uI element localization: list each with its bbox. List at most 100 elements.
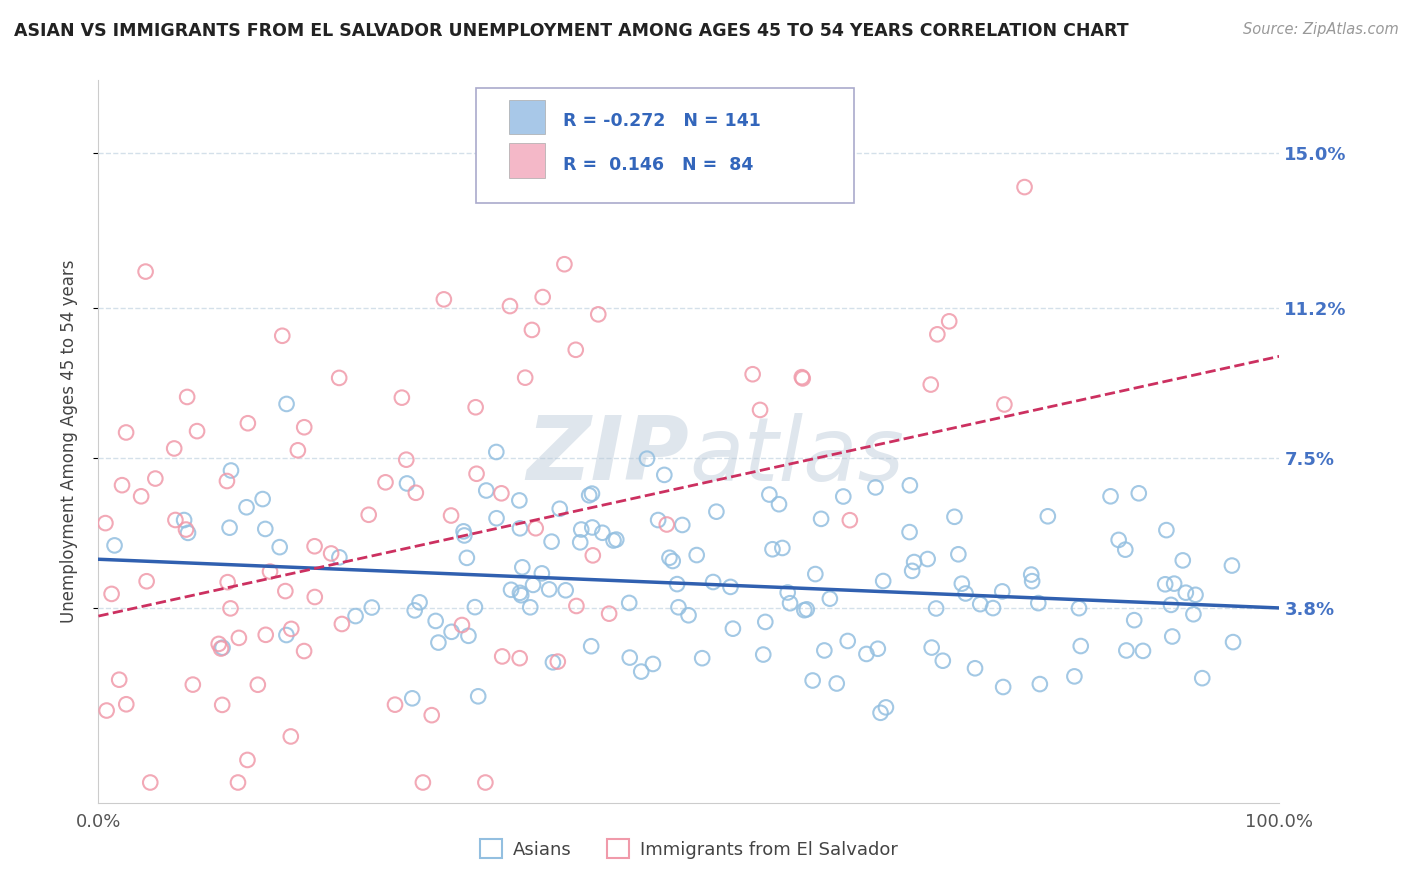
Point — [950, 576, 973, 591]
Point — [165, 513, 187, 527]
Point — [605, 533, 627, 547]
Point — [1067, 601, 1090, 615]
Point — [1036, 509, 1059, 524]
Point — [706, 505, 728, 519]
Point — [292, 420, 315, 434]
Point — [176, 390, 198, 404]
Point — [804, 567, 827, 582]
Point — [391, 391, 413, 405]
Point — [578, 488, 600, 502]
Point — [927, 327, 949, 342]
Point — [1171, 553, 1194, 567]
Point — [453, 528, 475, 542]
Point — [938, 314, 960, 328]
Point — [276, 628, 298, 642]
Point — [818, 591, 841, 606]
Point — [235, 500, 257, 515]
Point — [287, 443, 309, 458]
Point — [855, 647, 877, 661]
Text: Source: ZipAtlas.com: Source: ZipAtlas.com — [1243, 22, 1399, 37]
Point — [236, 416, 259, 430]
Point — [252, 491, 274, 506]
Point — [1160, 598, 1182, 612]
Point — [1161, 630, 1184, 644]
Point — [509, 651, 531, 665]
Point — [218, 521, 240, 535]
Point — [173, 513, 195, 527]
Point — [776, 585, 799, 599]
Point — [100, 587, 122, 601]
Point — [328, 371, 350, 385]
Point — [1099, 489, 1122, 503]
Point — [581, 520, 603, 534]
Point — [186, 424, 208, 438]
Point — [917, 552, 939, 566]
Point — [1191, 671, 1213, 685]
Point — [903, 555, 925, 569]
Point — [111, 478, 134, 492]
Point — [357, 508, 380, 522]
Point — [269, 540, 291, 554]
Point — [1026, 596, 1049, 610]
Point — [360, 600, 382, 615]
Point — [758, 487, 780, 501]
Point — [548, 501, 571, 516]
Text: R = -0.272   N = 141: R = -0.272 N = 141 — [562, 112, 761, 130]
Point — [582, 549, 605, 563]
Point — [668, 600, 690, 615]
Point — [678, 608, 700, 623]
Point — [838, 513, 860, 527]
FancyBboxPatch shape — [477, 87, 855, 203]
Point — [554, 583, 576, 598]
Point — [208, 637, 231, 651]
Point — [453, 524, 475, 539]
Point — [280, 730, 302, 744]
Point — [591, 525, 613, 540]
Point — [761, 542, 783, 557]
Point — [254, 628, 277, 642]
Point — [749, 403, 772, 417]
Point — [374, 475, 396, 490]
Point — [384, 698, 406, 712]
Point — [228, 631, 250, 645]
Point — [540, 534, 562, 549]
Point — [139, 775, 162, 789]
Point — [530, 566, 553, 581]
Point — [404, 603, 426, 617]
Point — [163, 442, 186, 456]
Point — [425, 614, 447, 628]
Point — [790, 370, 813, 384]
Point — [457, 629, 479, 643]
Point — [801, 673, 824, 688]
Point — [686, 548, 709, 562]
Point — [955, 586, 977, 600]
FancyBboxPatch shape — [509, 100, 546, 135]
Point — [405, 485, 427, 500]
Point — [770, 541, 793, 555]
Point — [1123, 613, 1146, 627]
Point — [1019, 567, 1042, 582]
Point — [321, 546, 343, 560]
Point — [1014, 180, 1036, 194]
Y-axis label: Unemployment Among Ages 45 to 54 years: Unemployment Among Ages 45 to 54 years — [59, 260, 77, 624]
Point — [328, 550, 350, 565]
Point — [655, 517, 678, 532]
Point — [565, 599, 588, 613]
Point — [108, 673, 131, 687]
Point — [796, 602, 818, 616]
Point — [292, 644, 315, 658]
Point — [1184, 588, 1206, 602]
Point — [553, 257, 575, 271]
Point — [433, 293, 456, 307]
Text: R =  0.146   N =  84: R = 0.146 N = 84 — [562, 156, 754, 174]
Point — [569, 523, 592, 537]
Point — [948, 547, 970, 561]
Point — [813, 643, 835, 657]
Point — [630, 665, 652, 679]
Point — [440, 624, 463, 639]
Point — [1174, 585, 1197, 599]
Point — [519, 600, 541, 615]
Point — [129, 489, 152, 503]
Point — [475, 483, 498, 498]
Point — [1182, 607, 1205, 622]
